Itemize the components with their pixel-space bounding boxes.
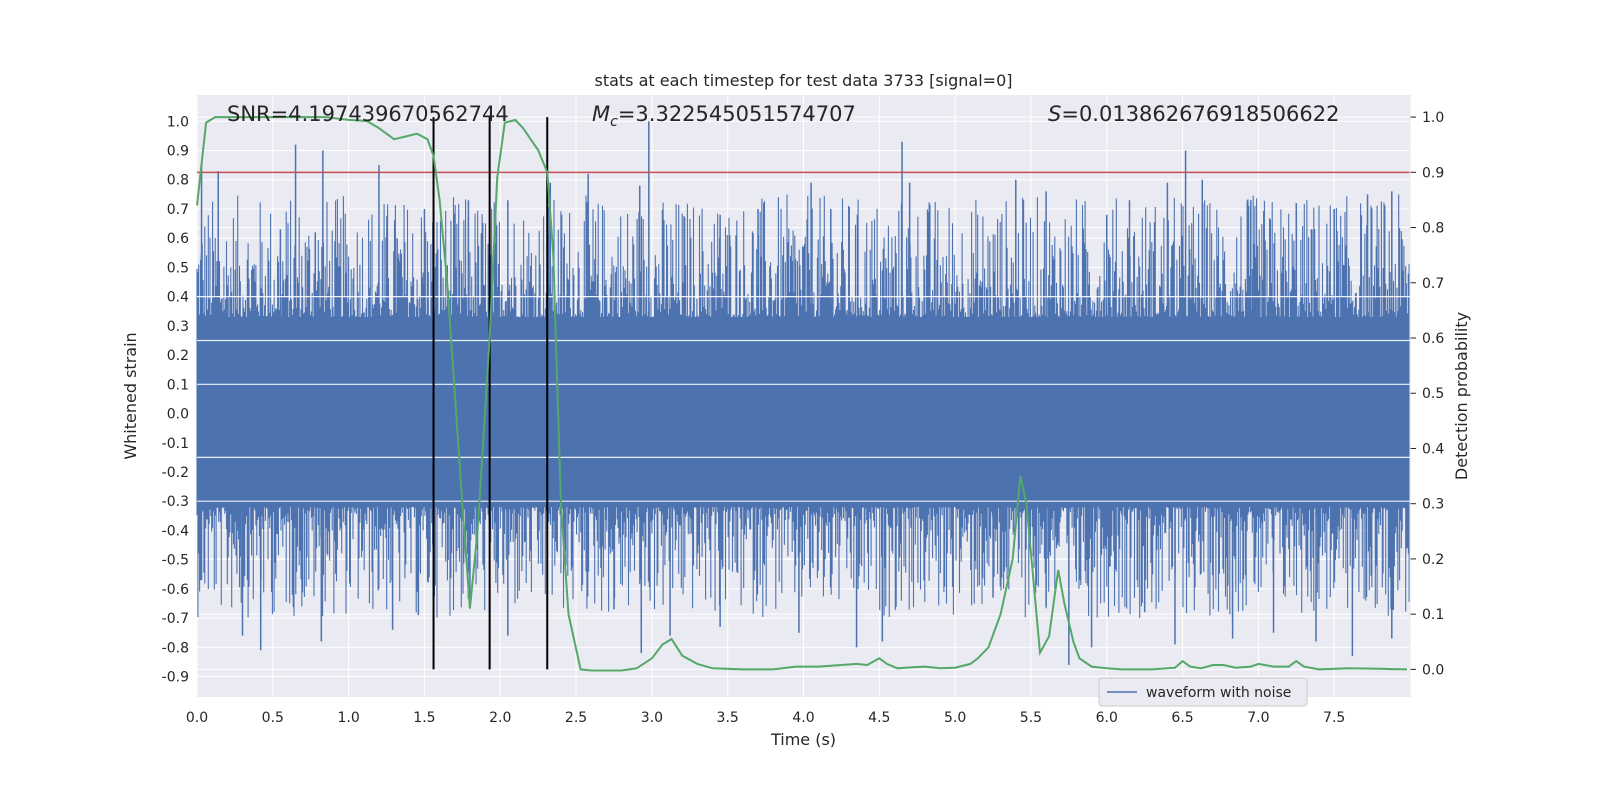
x-tick-label: 3.5 <box>717 710 739 726</box>
y-right-tick-label: 0.6 <box>1422 331 1444 347</box>
y-right-axis-title: Detection probability <box>1452 312 1471 480</box>
legend: waveform with noise <box>1098 677 1308 707</box>
y-left-tick-label: 0.5 <box>167 260 189 276</box>
x-tick-label: 2.5 <box>565 710 587 726</box>
x-axis-title: Time (s) <box>770 730 836 749</box>
s-value: =0.013862676918506622 <box>1061 102 1339 126</box>
detection-probability-line <box>196 116 1408 672</box>
s-symbol: S <box>1048 102 1061 126</box>
mc-value: =3.322545051574707 <box>618 102 856 126</box>
y-right-tick-label: 0.9 <box>1422 165 1444 181</box>
y-left-tick-label: -0.3 <box>162 494 189 510</box>
x-tick-label: 6.5 <box>1171 710 1193 726</box>
legend-box <box>1098 677 1308 707</box>
x-tick-label: 2.0 <box>489 710 511 726</box>
y-left-tick-label: 0.6 <box>167 231 189 247</box>
y-right-tick-label: 0.8 <box>1422 221 1444 237</box>
y-left-axis-title: Whitened strain <box>121 332 140 459</box>
y-right-tick-label: 0.7 <box>1422 276 1444 292</box>
x-tick-label: 0.0 <box>186 710 208 726</box>
x-tick-label: 0.5 <box>262 710 284 726</box>
legend-label-waveform: waveform with noise <box>1146 685 1291 701</box>
x-tick-label: 1.5 <box>413 710 435 726</box>
y-right-tick-label: 0.1 <box>1422 607 1444 623</box>
y-left-tick-label: 0.2 <box>167 348 189 364</box>
x-tick-label: 7.5 <box>1323 710 1345 726</box>
y-left-tick-label: 0.7 <box>167 202 189 218</box>
y-left-tick-label: 1.0 <box>167 114 189 130</box>
x-tick-label: 5.5 <box>1020 710 1042 726</box>
y-left-tick-label: -0.5 <box>162 553 189 569</box>
axes: 1.0 0.9 0.8 0.7 0.6 0.5 0.4 0.3 0.2 0.1 0.0 -0.1 -0.… <box>162 95 1444 726</box>
y-right-tick-label: 0.4 <box>1422 441 1444 457</box>
x-tick-label: 7.0 <box>1247 710 1269 726</box>
y-left-tick-label: -0.8 <box>162 640 189 656</box>
y-left-tick-label: -0.6 <box>162 582 189 598</box>
mc-symbol: M <box>592 102 610 126</box>
snr-annotation: SNR=4.197439670562744 <box>227 102 509 126</box>
y-right-tick-label: 0.3 <box>1422 497 1444 513</box>
x-tick-label: 4.5 <box>868 710 890 726</box>
chirp-mass-annotation: Mc=3.322545051574707 <box>592 102 856 130</box>
y-left-tick-label: -0.4 <box>162 523 189 539</box>
y-left-tick-label: 0.8 <box>167 173 189 189</box>
mc-subscript: c <box>610 114 618 130</box>
x-tick-label: 6.0 <box>1096 710 1118 726</box>
y-left-tick-label: -0.9 <box>162 670 189 686</box>
y-right-tick-label: 0.0 <box>1422 662 1444 678</box>
y-left-tick-label: 0.4 <box>167 290 189 306</box>
y-left-tick-label: -0.2 <box>162 465 189 481</box>
y-left-tick-label: 0.0 <box>167 407 189 423</box>
x-tick-label: 3.0 <box>641 710 663 726</box>
s-annotation: S=0.013862676918506622 <box>1048 102 1339 126</box>
y-right-tick-label: 0.5 <box>1422 386 1444 402</box>
y-left-tick-label: 0.1 <box>167 377 189 393</box>
detection-probability-series <box>196 116 1408 672</box>
overlay-lines <box>197 117 1410 670</box>
y-left-tick-label: 0.9 <box>167 144 189 160</box>
y-right-tick-label: 0.2 <box>1422 552 1444 568</box>
y-right-tick-label: 1.0 <box>1422 110 1444 126</box>
x-tick-label: 4.0 <box>792 710 814 726</box>
y-left-tick-label: -0.7 <box>162 611 189 627</box>
chart-title: stats at each timestep for test data 373… <box>594 71 1012 90</box>
y-left-tick-label: 0.3 <box>167 319 189 335</box>
x-tick-label: 5.0 <box>944 710 966 726</box>
y-left-tick-label: -0.1 <box>162 436 189 452</box>
waveform-series <box>196 121 1410 665</box>
x-tick-label: 1.0 <box>337 710 359 726</box>
